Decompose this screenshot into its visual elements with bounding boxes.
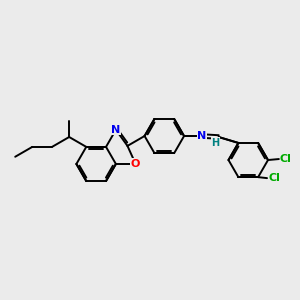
Text: N: N (197, 131, 206, 141)
Text: Cl: Cl (280, 154, 292, 164)
Text: Cl: Cl (268, 173, 280, 183)
Text: O: O (131, 159, 140, 169)
Text: H: H (212, 137, 220, 148)
Text: N: N (111, 125, 121, 135)
